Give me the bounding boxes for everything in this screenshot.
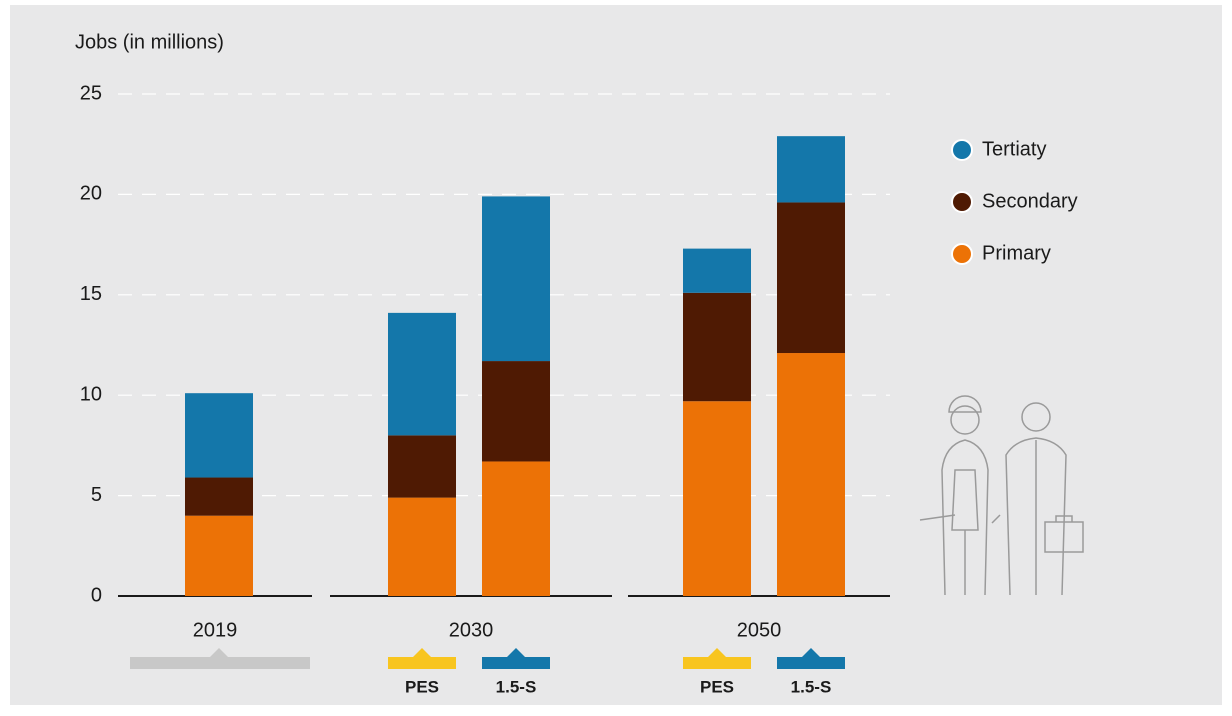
y-tick-label: 25: [80, 82, 102, 104]
scenario-marker-tip: [412, 648, 432, 658]
scenario-marker-tip: [707, 648, 727, 658]
legend-marker: [951, 243, 973, 265]
y-tick-label: 0: [91, 584, 102, 606]
bar-segment: [777, 202, 845, 354]
legend-label: Tertiaty: [982, 138, 1046, 160]
bar-segment: [683, 292, 751, 402]
group-label: 2050: [737, 619, 782, 641]
workers-icon: [919, 395, 1084, 596]
scenario-label: PES: [405, 677, 439, 696]
y-axis-label: Jobs (in millions): [75, 31, 224, 53]
scenario-marker: [388, 657, 456, 669]
bar-segment: [777, 353, 845, 596]
bar-segment: [683, 248, 751, 293]
bar-segment: [185, 477, 253, 516]
group-label: 2030: [449, 619, 494, 641]
scenario-marker-tip: [801, 648, 821, 658]
bar-segment: [388, 497, 456, 596]
legend-marker: [951, 191, 973, 213]
legend-label: Primary: [982, 242, 1051, 264]
scenario-label: 1.5-S: [496, 677, 537, 696]
bar-segment: [388, 435, 456, 498]
y-tick-label: 15: [80, 283, 102, 305]
legend-marker: [951, 139, 973, 161]
group-label: 2019: [193, 619, 238, 641]
y-tick-label: 5: [91, 484, 102, 506]
bar-segment: [683, 401, 751, 596]
bar-segment: [482, 461, 550, 596]
y-tick-label: 20: [80, 183, 102, 205]
scenario-label: 1.5-S: [791, 677, 832, 696]
scenario-marker: [683, 657, 751, 669]
scenario-marker-tip: [209, 648, 229, 658]
legend-label: Secondary: [982, 190, 1078, 212]
bar-segment: [482, 361, 550, 462]
scenario-label: PES: [700, 677, 734, 696]
y-tick-label: 10: [80, 383, 102, 405]
scenario-marker: [482, 657, 550, 669]
panel: [10, 5, 1222, 705]
bar-segment: [185, 515, 253, 596]
bar-segment: [185, 393, 253, 478]
bar-segment: [388, 312, 456, 436]
bar-segment: [482, 196, 550, 362]
scenario-marker: [130, 657, 310, 669]
scenario-marker: [777, 657, 845, 669]
bar-segment: [777, 136, 845, 203]
scenario-marker-tip: [506, 648, 526, 658]
